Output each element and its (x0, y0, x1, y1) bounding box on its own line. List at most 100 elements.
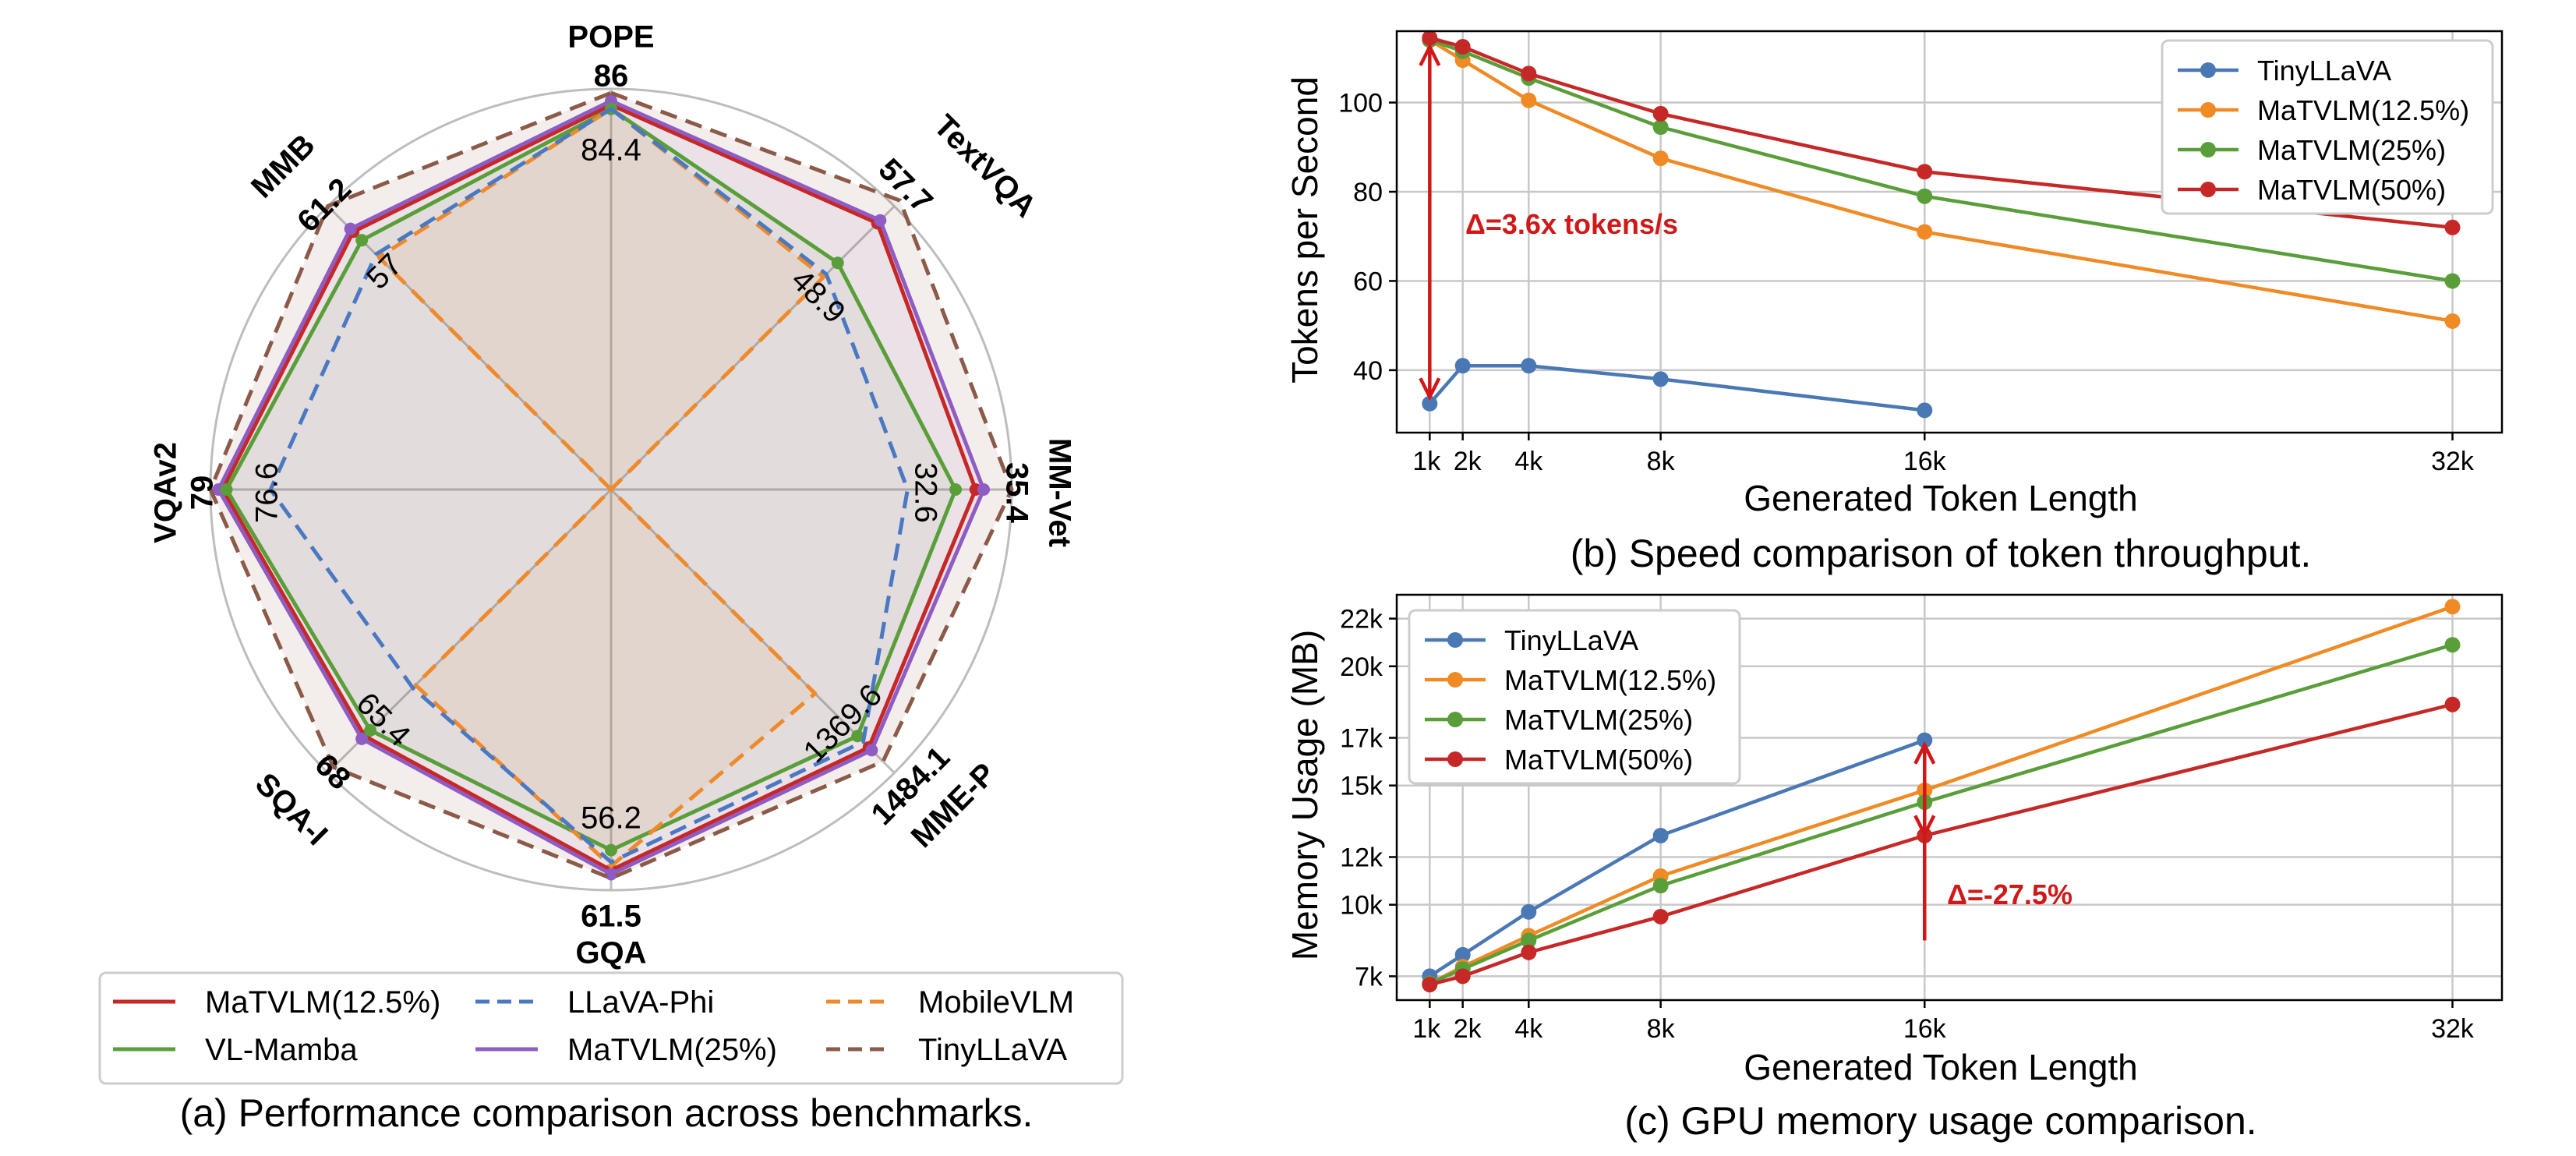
speed-ylabel: Tokens per Second (1284, 76, 1325, 384)
speed-annotation-arrowhead-top (1419, 42, 1441, 67)
speed-point-matvlm-25-32k (2444, 273, 2461, 289)
memory-legend-marker-matvlm-25 (1447, 712, 1463, 727)
radar-axis-label-textvqa: TextVQA (927, 108, 1042, 224)
memory-legend-label-matvlm-12-5: MaTVLM(12.5%) (1504, 664, 1716, 696)
speed-legend-marker-tinyllava (2200, 62, 2216, 78)
radar-line-llava-phi (268, 107, 910, 864)
radar-point-matvlm-25-textvqa (874, 214, 887, 227)
memory-point-matvlm-50-2k (1454, 968, 1471, 985)
speed-legend: TinyLLaVA MaTVLM(12.5%) MaTVLM(25%) MaTVLM(… (2161, 39, 2494, 215)
speed-xtick-label-4k: 4k (1514, 447, 1543, 476)
radar-max-label-gqa: 61.5 (581, 900, 641, 934)
speed-xlabel: Generated Token Length (1744, 478, 2138, 518)
memory-annotation: Δ=-27.5% (1913, 741, 2072, 941)
radar-legend-label-llava-phi: LLaVA-Phi (567, 985, 714, 1020)
radar-point-matvlm-25-mm-vet (977, 483, 991, 496)
memory-xtick-label-4k: 4k (1514, 1014, 1543, 1044)
radar-caption: (a) Performance comparison across benchm… (180, 1091, 1034, 1135)
speed-legend-label-matvlm-12-5: MaTVLM(12.5%) (2257, 94, 2469, 126)
radar-legend: MaTVLM(12.5%) VL-Mamba LLaVA-Phi MaTVLM(25%… (98, 971, 1124, 1085)
memory-point-matvlm-25-8k (1652, 878, 1669, 894)
radar-point-vl-mamba-mme-p (851, 730, 864, 743)
speed-xtick-label-2k: 2k (1454, 447, 1482, 476)
radar-line-mobilevlm (376, 107, 826, 868)
memory-point-matvlm-25-4k (1521, 932, 1537, 949)
radar-min-label-vqav2: 76.6 (250, 462, 284, 523)
speed-legend-label-matvlm-50: MaTVLM(50%) (2257, 174, 2446, 206)
radar-point-matvlm-25-mme-p (865, 744, 878, 757)
memory-legend-label-matvlm-25: MaTVLM(25%) (1504, 704, 1693, 736)
memory-point-tinyllava-8k (1652, 827, 1669, 843)
radar-point-matvlm-25-mmb (344, 222, 357, 235)
memory-point-matvlm-12-5-32k (2444, 599, 2461, 615)
speed-legend-marker-matvlm-50 (2200, 182, 2216, 197)
speed-legend-marker-matvlm-12-5 (2200, 102, 2216, 118)
radar-min-label-gqa: 56.2 (581, 801, 641, 836)
memory-point-tinyllava-2k (1454, 946, 1471, 963)
radar-legend-label-vl-mamba: VL-Mamba (205, 1033, 358, 1067)
memory-xtick-label-1k: 1k (1412, 1014, 1441, 1044)
memory-ytick-label-22k: 22k (1340, 605, 1383, 635)
speed-annotation: Δ=3.6x tokens/s (1419, 42, 1678, 401)
speed-chart: 1k 2k 4k 8k 16k 32k 40 60 80 100 TinyLLaVA MaTVLM(… (1284, 30, 2504, 575)
speed-point-matvlm-50-16k (1917, 164, 1933, 180)
memory-axes: 1k 2k 4k 8k 16k 32k 7k 10k 12k 15k 17k 20k 22k (1340, 593, 2504, 1044)
memory-point-matvlm-50-8k (1652, 908, 1669, 924)
memory-legend-box (1408, 609, 1741, 785)
speed-xtick-label-1k: 1k (1412, 447, 1441, 476)
speed-point-matvlm-50-8k (1652, 105, 1669, 122)
radar-axis-label-gqa: GQA (575, 936, 646, 970)
radar-max-label-pope: 86 (594, 59, 629, 94)
radar-point-vl-mamba-textvqa (831, 256, 844, 270)
radar-axis-label-pope: POPE (567, 20, 654, 55)
speed-point-tinyllava-4k (1521, 358, 1537, 374)
memory-point-matvlm-50-32k (2444, 696, 2461, 712)
memory-point-tinyllava-16k (1917, 732, 1933, 748)
memory-point-matvlm-25-32k (2444, 637, 2461, 653)
speed-xtick-label-32k: 32k (2431, 447, 2475, 476)
radar-legend-label-matvlm-12-5: MaTVLM(12.5%) (205, 985, 440, 1020)
memory-annotation-arrowhead-mid (1913, 815, 1936, 839)
speed-xtick-label-8k: 8k (1647, 447, 1676, 476)
speed-ytick-label-80: 80 (1353, 178, 1383, 207)
speed-frame (1395, 30, 2504, 434)
memory-xtick-label-8k: 8k (1647, 1014, 1676, 1044)
memory-point-tinyllava-4k (1521, 903, 1537, 920)
radar-point-matvlm-25-gqa (605, 868, 617, 881)
speed-point-matvlm-12-5-16k (1917, 224, 1933, 240)
radar-fill-mobilevlm (379, 108, 824, 867)
radar-legend-label-tinyllava: TinyLLaVA (918, 1033, 1068, 1067)
memory-point-matvlm-50-1k (1422, 977, 1438, 993)
speed-line-tinyllava (1428, 363, 1925, 412)
radar-point-vl-mamba-sqa-i (364, 723, 377, 737)
radar-point-vl-mamba-mm-vet (949, 483, 963, 496)
memory-xtick-label-2k: 2k (1454, 1014, 1482, 1044)
memory-annotation-arrowhead-top (1913, 741, 1936, 765)
speed-ytick-label-60: 60 (1353, 267, 1383, 296)
radar-axis-label-vqav2: VQAv2 (149, 442, 183, 543)
radar-max-label-mm-vet: 35.4 (999, 462, 1034, 524)
speed-legend-box (2161, 39, 2494, 215)
memory-xtick-label-32k: 32k (2431, 1014, 2475, 1044)
memory-legend-marker-tinyllava (1447, 632, 1463, 648)
radar-line-tinyllava (208, 90, 1014, 881)
memory-legend-label-matvlm-50: MaTVLM(50%) (1504, 744, 1693, 776)
speed-point-matvlm-25-16k (1917, 188, 1933, 204)
speed-point-tinyllava-1k (1422, 395, 1438, 412)
radar-min-label-mm-vet: 32.6 (908, 462, 942, 523)
speed-point-tinyllava-8k (1652, 371, 1669, 387)
radar-point-vl-mamba-vqav2 (220, 483, 233, 496)
memory-xtick-label-16k: 16k (1903, 1014, 1947, 1044)
memory-legend-label-tinyllava: TinyLLaVA (1504, 624, 1638, 656)
speed-xtick-label-16k: 16k (1903, 447, 1947, 476)
memory-ytick-label-12k: 12k (1340, 843, 1383, 872)
radar-max-label-vqav2: 79 (186, 475, 220, 511)
speed-point-matvlm-50-32k (2444, 219, 2461, 235)
radar-point-vl-mamba-mmb (355, 234, 369, 247)
memory-ytick-label-15k: 15k (1340, 772, 1383, 801)
radar-axis-label-mmb: MMB (245, 128, 322, 205)
memory-legend-marker-matvlm-12-5 (1447, 672, 1463, 688)
